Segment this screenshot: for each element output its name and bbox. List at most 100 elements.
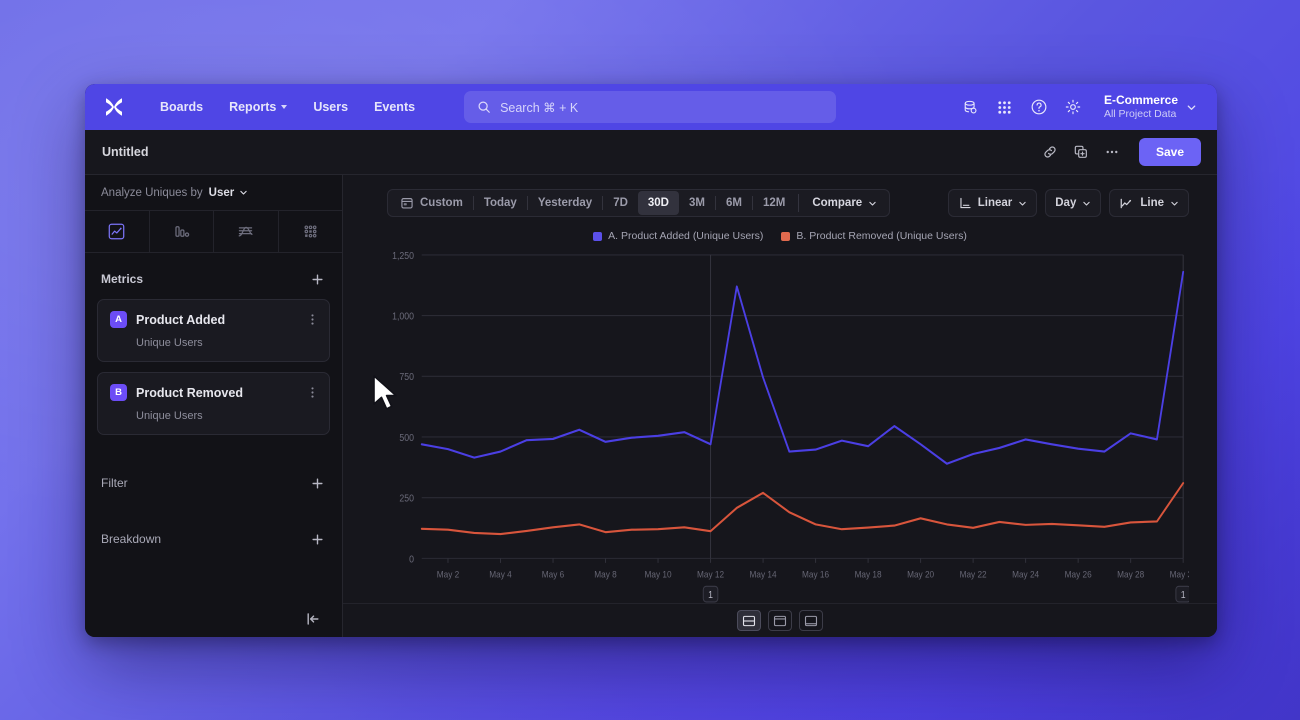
metric-subtitle: Unique Users — [136, 410, 203, 422]
nav-link-boards[interactable]: Boards — [147, 94, 216, 120]
date-custom-button[interactable]: Custom — [390, 191, 473, 215]
y-axis-tick-label: 500 — [399, 431, 414, 443]
visualization-tabs — [85, 211, 342, 253]
add-metric-button[interactable] — [306, 268, 328, 290]
duplicate-icon[interactable] — [1067, 138, 1095, 166]
legend-item-series-b[interactable]: B. Product Removed (Unique Users) — [781, 230, 967, 242]
layout-split-horizontal[interactable] — [737, 610, 761, 631]
sidebar-footer — [85, 601, 342, 637]
calendar-icon — [401, 198, 413, 209]
nav-link-events[interactable]: Events — [361, 94, 428, 120]
date-7d-button[interactable]: 7D — [603, 191, 638, 215]
metric-card-product-removed[interactable]: B Product Removed Unique Users — [97, 372, 330, 435]
legend-item-series-a[interactable]: A. Product Added (Unique Users) — [593, 230, 763, 242]
metric-badge: B — [110, 384, 127, 401]
flow-chart-tab[interactable] — [214, 211, 279, 252]
search-icon — [478, 101, 490, 113]
more-horizontal-icon[interactable] — [1098, 138, 1126, 166]
date-12m-button[interactable]: 12M — [753, 191, 795, 215]
date-option-label: 3M — [689, 197, 705, 209]
date-custom-label: Custom — [420, 197, 463, 209]
series-line-b[interactable] — [420, 482, 1185, 536]
chart-legend: A. Product Added (Unique Users) B. Produ… — [343, 230, 1217, 242]
matrix-tab[interactable] — [279, 211, 343, 252]
kebab-menu-icon[interactable] — [306, 313, 319, 326]
search-input[interactable]: Search ⌘ + K — [464, 91, 837, 123]
date-option-label: 12M — [762, 197, 786, 209]
metric-name: Product Removed — [136, 385, 243, 400]
x-logo-icon[interactable] — [101, 94, 127, 120]
x-axis-tick-label: May 6 — [542, 569, 565, 580]
divider — [751, 196, 753, 210]
project-selector[interactable]: E-Commerce All Project Data — [1092, 90, 1203, 124]
page-marker-badge[interactable]: 1 — [702, 585, 719, 603]
date-3m-button[interactable]: 3M — [679, 191, 715, 215]
y-axis-tick-label: 0 — [409, 553, 414, 565]
svg-text:1: 1 — [708, 588, 713, 600]
line-chart-svg[interactable]: 0 250 500 750 1,000 1,250 May 2 May 4 May 6 May 8… — [379, 246, 1189, 603]
date-yesterday-button[interactable]: Yesterday — [528, 191, 602, 215]
report-header-bar: Untitled Save — [85, 130, 1217, 175]
analyze-by-value[interactable]: User — [209, 187, 249, 199]
query-builder-sidebar: Analyze Uniques by User — [85, 175, 343, 637]
x-axis-tick-label: May 8 — [594, 569, 617, 580]
link-icon[interactable] — [1036, 138, 1064, 166]
interval-label: Day — [1055, 197, 1077, 209]
layout-table-only[interactable] — [799, 610, 823, 631]
nav-link-label: Users — [313, 100, 349, 114]
legend-label: A. Product Added (Unique Users) — [608, 230, 764, 242]
report-title[interactable]: Untitled — [102, 145, 149, 159]
chevron-down-icon — [1187, 104, 1196, 110]
breakdown-section: Breakdown — [85, 517, 342, 561]
legend-swatch — [781, 231, 791, 241]
page-marker-badge[interactable]: 1 — [1175, 585, 1189, 603]
analyze-by-label: Analyze Uniques by — [101, 186, 203, 199]
filter-label: Filter — [101, 476, 128, 490]
chart-toolbar: Custom Today Yesterday 7D 30D 3M 6M 12M — [343, 175, 1217, 217]
x-axis-tick-label: May 14 — [750, 569, 777, 580]
flow-chart-icon — [238, 226, 253, 237]
chart-panel: Custom Today Yesterday 7D 30D 3M 6M 12M — [343, 175, 1217, 637]
scale-selector[interactable]: Linear — [947, 189, 1038, 217]
nav-link-reports[interactable]: Reports — [216, 94, 300, 120]
search-placeholder: Search ⌘ + K — [500, 100, 579, 115]
series-line-a[interactable] — [420, 270, 1185, 465]
layout-chart-only[interactable] — [768, 610, 792, 631]
interval-selector[interactable]: Day — [1045, 189, 1102, 217]
gear-icon[interactable] — [1058, 92, 1088, 122]
nav-link-users[interactable]: Users — [300, 94, 361, 120]
add-filter-button[interactable] — [306, 472, 328, 494]
x-axis-tick-label: May 26 — [1065, 569, 1092, 580]
nav-link-label: Boards — [160, 100, 204, 114]
add-breakdown-button[interactable] — [306, 528, 328, 550]
metric-card-product-added[interactable]: A Product Added Unique Users — [97, 299, 330, 362]
line-chart-tab[interactable] — [85, 211, 150, 252]
compare-button[interactable]: Compare — [802, 191, 887, 215]
chart-type-selector[interactable]: Line — [1109, 189, 1189, 217]
compare-label: Compare — [812, 197, 863, 209]
chart-canvas[interactable]: 0 250 500 750 1,000 1,250 May 2 May 4 May 6 May 8… — [343, 242, 1217, 603]
divider — [526, 196, 528, 210]
metric-subtitle: Unique Users — [136, 337, 203, 349]
project-name: E-Commerce — [1103, 92, 1178, 107]
collapse-sidebar-icon[interactable] — [302, 608, 324, 630]
chart-options: Linear Day — [947, 189, 1189, 217]
date-6m-button[interactable]: 6M — [716, 191, 752, 215]
date-30d-button[interactable]: 30D — [637, 191, 679, 215]
database-icon[interactable] — [956, 92, 986, 122]
chevron-down-icon — [1171, 201, 1178, 206]
x-axis-tick-label: May 24 — [1012, 569, 1039, 580]
x-axis-tick-label: May 28 — [1117, 569, 1144, 580]
help-circle-icon[interactable] — [1024, 92, 1054, 122]
chevron-down-icon — [869, 201, 876, 206]
x-axis-tick-label: May 12 — [697, 569, 724, 580]
kebab-menu-icon[interactable] — [306, 386, 319, 399]
save-button[interactable]: Save — [1138, 138, 1201, 166]
bar-chart-tab[interactable] — [150, 211, 214, 252]
scale-label: Linear — [977, 197, 1013, 209]
apps-grid-icon[interactable] — [990, 92, 1020, 122]
date-today-button[interactable]: Today — [474, 191, 527, 215]
x-axis-tick-label: May 4 — [489, 569, 512, 580]
project-scope: All Project Data — [1103, 107, 1177, 120]
chart-type-label: Line — [1140, 197, 1164, 209]
